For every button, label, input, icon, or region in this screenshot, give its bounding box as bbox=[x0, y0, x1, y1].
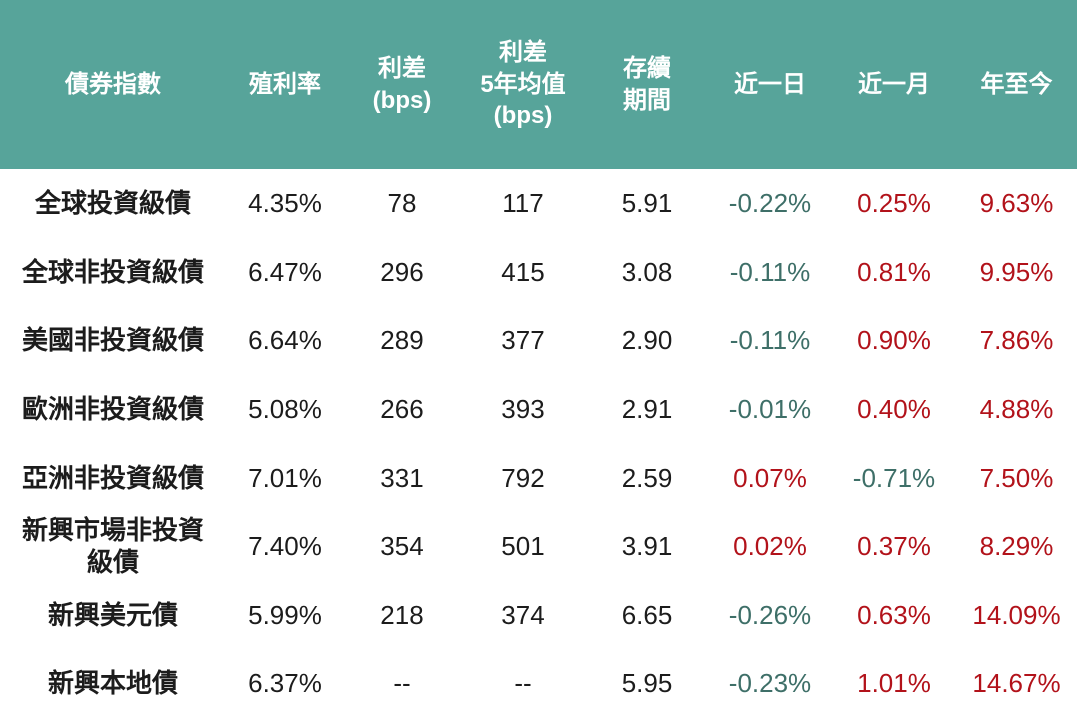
table-row: 亞洲非投資級債 7.01% 331 792 2.59 0.07% -0.71% 7.50% bbox=[0, 443, 1077, 513]
table-header: 債券指數 殖利率 利差 (bps) 利差 5年均值 (bps) 存續 期間 近一日 近一月 年至今 bbox=[0, 0, 1077, 169]
column-header-line: 近一日 bbox=[734, 70, 806, 98]
column-header-ytd: 年至今 bbox=[956, 0, 1077, 169]
cell-day: 0.02% bbox=[708, 512, 832, 581]
cell-yield: 5.99% bbox=[226, 580, 344, 650]
cell-spread: 266 bbox=[344, 374, 460, 444]
cell-duration: 6.65 bbox=[586, 580, 708, 650]
cell-yield: 6.37% bbox=[226, 649, 344, 718]
cell-day: -0.26% bbox=[708, 580, 832, 650]
cell-name: 新興本地債 bbox=[0, 649, 226, 718]
column-header-line: (bps) bbox=[372, 86, 432, 114]
cell-ytd: 9.95% bbox=[956, 237, 1077, 307]
cell-spread5y: 792 bbox=[460, 443, 586, 513]
column-header-duration: 存續 期間 bbox=[586, 0, 708, 169]
cell-name: 新興美元債 bbox=[0, 580, 226, 650]
cell-spread: 218 bbox=[344, 580, 460, 650]
cell-name: 全球投資級債 bbox=[0, 169, 226, 238]
cell-spread5y: 393 bbox=[460, 374, 586, 444]
table-body: 全球投資級債 4.35% 78 117 5.91 -0.22% 0.25% 9.63% 全球非投… bbox=[0, 169, 1077, 718]
cell-spread5y: 501 bbox=[460, 512, 586, 581]
cell-day: 0.07% bbox=[708, 443, 832, 513]
cell-duration: 5.95 bbox=[586, 649, 708, 718]
column-header-day: 近一日 bbox=[708, 0, 832, 169]
column-header-yield: 殖利率 bbox=[226, 0, 344, 169]
cell-month: 1.01% bbox=[832, 649, 956, 718]
cell-yield: 7.01% bbox=[226, 443, 344, 513]
cell-duration: 2.91 bbox=[586, 374, 708, 444]
column-header-line: 利差 bbox=[499, 38, 547, 66]
cell-day: -0.23% bbox=[708, 649, 832, 718]
cell-spread: -- bbox=[344, 649, 460, 718]
cell-spread: 331 bbox=[344, 443, 460, 513]
cell-yield: 5.08% bbox=[226, 374, 344, 444]
column-header-line: (bps) bbox=[493, 102, 553, 130]
table-row: 新興美元債 5.99% 218 374 6.65 -0.26% 0.63% 14.09% bbox=[0, 580, 1077, 650]
column-header-spread: 利差 (bps) bbox=[344, 0, 460, 169]
column-header-line: 債券指數 bbox=[65, 70, 161, 98]
cell-ytd: 7.50% bbox=[956, 443, 1077, 513]
cell-duration: 3.08 bbox=[586, 237, 708, 307]
column-header-line: 年至今 bbox=[980, 70, 1053, 98]
cell-ytd: 8.29% bbox=[956, 512, 1077, 581]
cell-month: 0.40% bbox=[832, 374, 956, 444]
column-header-line: 殖利率 bbox=[249, 70, 321, 98]
cell-name: 歐洲非投資級債 bbox=[0, 374, 226, 444]
cell-spread5y: 377 bbox=[460, 306, 586, 375]
cell-duration: 3.91 bbox=[586, 512, 708, 581]
cell-month: 0.81% bbox=[832, 237, 956, 307]
cell-duration: 5.91 bbox=[586, 169, 708, 238]
table-row: 歐洲非投資級債 5.08% 266 393 2.91 -0.01% 0.40% 4.88% bbox=[0, 374, 1077, 444]
cell-month: -0.71% bbox=[832, 443, 956, 513]
table-row: 全球投資級債 4.35% 78 117 5.91 -0.22% 0.25% 9.63% bbox=[0, 169, 1077, 238]
column-header-spread5y: 利差 5年均值 (bps) bbox=[460, 0, 586, 169]
cell-ytd: 9.63% bbox=[956, 169, 1077, 238]
cell-yield: 6.64% bbox=[226, 306, 344, 375]
cell-spread: 296 bbox=[344, 237, 460, 307]
cell-day: -0.11% bbox=[708, 237, 832, 307]
column-header-line: 利差 bbox=[378, 54, 426, 82]
cell-spread: 78 bbox=[344, 169, 460, 238]
cell-name: 美國非投資級債 bbox=[0, 306, 226, 375]
header-row: 債券指數 殖利率 利差 (bps) 利差 5年均值 (bps) 存續 期間 近一日 近一月 年至今 bbox=[0, 0, 1077, 169]
cell-yield: 7.40% bbox=[226, 512, 344, 581]
table-row: 美國非投資級債 6.64% 289 377 2.90 -0.11% 0.90% 7.86% bbox=[0, 306, 1077, 375]
cell-ytd: 14.09% bbox=[956, 580, 1077, 650]
cell-ytd: 4.88% bbox=[956, 374, 1077, 444]
cell-duration: 2.59 bbox=[586, 443, 708, 513]
cell-month: 0.25% bbox=[832, 169, 956, 238]
column-header-line: 5年均值 bbox=[480, 70, 566, 98]
cell-spread: 289 bbox=[344, 306, 460, 375]
cell-month: 0.37% bbox=[832, 512, 956, 581]
table-row: 全球非投資級債 6.47% 296 415 3.08 -0.11% 0.81% 9.95% bbox=[0, 237, 1077, 307]
cell-duration: 2.90 bbox=[586, 306, 708, 375]
cell-day: -0.22% bbox=[708, 169, 832, 238]
cell-yield: 6.47% bbox=[226, 237, 344, 307]
cell-spread5y: -- bbox=[460, 649, 586, 718]
cell-spread5y: 117 bbox=[460, 169, 586, 238]
cell-spread5y: 415 bbox=[460, 237, 586, 307]
cell-ytd: 7.86% bbox=[956, 306, 1077, 375]
cell-name: 新興市場非投資級債 bbox=[0, 512, 226, 581]
cell-month: 0.63% bbox=[832, 580, 956, 650]
cell-name: 亞洲非投資級債 bbox=[0, 443, 226, 513]
cell-spread: 354 bbox=[344, 512, 460, 581]
column-header-line: 近一月 bbox=[858, 70, 930, 98]
column-header-line: 期間 bbox=[623, 86, 671, 114]
cell-spread5y: 374 bbox=[460, 580, 586, 650]
table-row: 新興本地債 6.37% -- -- 5.95 -0.23% 1.01% 14.67% bbox=[0, 649, 1077, 718]
cell-name: 全球非投資級債 bbox=[0, 237, 226, 307]
column-header-line: 存續 bbox=[623, 54, 671, 82]
cell-month: 0.90% bbox=[832, 306, 956, 375]
cell-ytd: 14.67% bbox=[956, 649, 1077, 718]
cell-day: -0.01% bbox=[708, 374, 832, 444]
cell-day: -0.11% bbox=[708, 306, 832, 375]
column-header-month: 近一月 bbox=[832, 0, 956, 169]
table-row: 新興市場非投資級債 7.40% 354 501 3.91 0.02% 0.37% 8.29% bbox=[0, 512, 1077, 581]
column-header-name: 債券指數 bbox=[0, 0, 226, 169]
cell-yield: 4.35% bbox=[226, 169, 344, 238]
